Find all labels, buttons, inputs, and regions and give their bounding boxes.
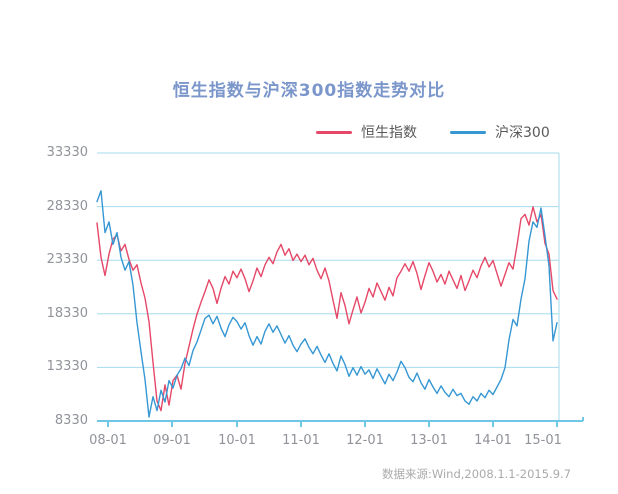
legend-item-hsi[interactable]: 恒生指数 [316, 122, 417, 142]
chart-legend: 恒生指数 沪深300 [316, 122, 550, 142]
y-axis-tick-label: 18330 [46, 305, 88, 321]
y-axis-tick-label: 33330 [46, 145, 88, 160]
x-axis-tick-label: 09-01 [153, 433, 191, 448]
x-axis-tick-label: 11-01 [282, 433, 320, 448]
chart-title: 恒生指数与沪深300指数走势对比 [172, 81, 446, 101]
x-axis-tick-label: 15-01 [524, 433, 562, 448]
x-axis-tick-label: 08-01 [89, 433, 127, 448]
x-axis-tick-label: 10-01 [218, 433, 256, 448]
legend-line-swatch [316, 130, 352, 134]
y-axis-tick-label: 13330 [46, 359, 88, 375]
series-line-hsi [96, 206, 558, 412]
y-axis-tick-label: 23330 [46, 252, 88, 268]
legend-line-swatch [450, 130, 486, 134]
legend-label: 沪深300 [495, 125, 550, 141]
data-source-note: 数据来源:Wind,2008.1.1-2015.9.7 [381, 467, 571, 481]
y-axis-tick-label: 8330 [54, 413, 88, 428]
legend-item-csi300[interactable]: 沪深300 [450, 122, 550, 142]
legend-label: 恒生指数 [361, 125, 417, 141]
x-axis-tick-label: 13-01 [410, 433, 448, 448]
x-axis-tick-label: 12-01 [346, 433, 384, 448]
x-axis-tick-label: 14-01 [474, 433, 512, 448]
series-line-csi300 [96, 190, 558, 418]
y-axis-tick-label: 28330 [46, 198, 88, 214]
